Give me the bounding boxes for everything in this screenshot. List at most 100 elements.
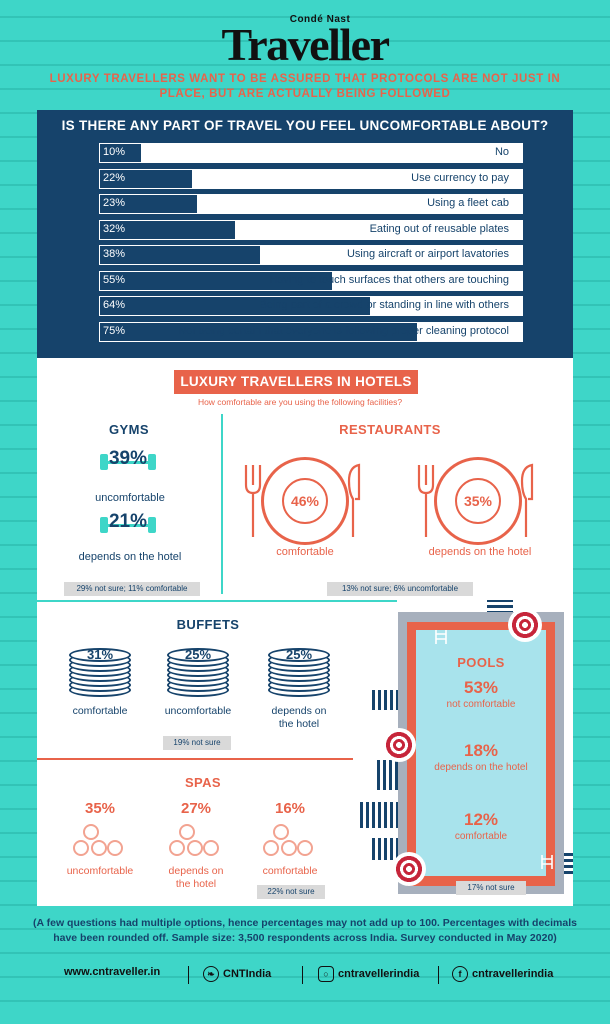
footnote: (A few questions had multiple options, h… — [33, 917, 577, 944]
pools-stat2-label: depends on the hotel — [434, 762, 528, 773]
instagram-handle: cntravellerindia — [338, 968, 420, 980]
footer-divider — [188, 966, 189, 984]
survey-bar-fill — [99, 194, 197, 214]
pools-title: POOLS — [457, 655, 505, 670]
pools-stat3-pct: 12% — [463, 810, 499, 829]
pools-stat2-pct: 18% — [463, 741, 499, 760]
pool-stripes — [360, 802, 398, 828]
brand-logo: Condé Nast Traveller — [0, 14, 610, 70]
survey-bar-row: 75% Not being certain that everyone is fo… — [98, 320, 524, 343]
dumbbell-icon — [100, 516, 156, 534]
dumbbell-icon — [100, 453, 156, 471]
survey-bar-fill — [99, 168, 193, 189]
gyms-stat2-pct: 21% — [108, 511, 148, 532]
brand-logo-line2: Traveller — [221, 19, 391, 70]
restaurants-note: 13% not sure; 6% uncomfortable — [327, 582, 473, 596]
survey-bar-label: Use currency to pay — [411, 171, 509, 184]
knife-icon — [347, 463, 361, 537]
spas-stat-label: comfortable — [262, 865, 318, 877]
restaurants-stat2-label: depends on the hotel — [428, 546, 532, 558]
survey-bar-fill — [99, 296, 371, 316]
survey-bar-fill — [99, 245, 261, 265]
gyms-stat1-pct: 39% — [108, 448, 148, 469]
survey-bar-fill — [99, 143, 142, 163]
restaurants-stat1-label: comfortable — [276, 546, 334, 558]
tagline: Luxury travellers want to be assured tha… — [49, 73, 561, 100]
section-divider — [221, 414, 223, 594]
plate-stack-icon: 25% — [268, 648, 330, 698]
survey-bar-pct: 10% — [103, 146, 126, 158]
restaurants-stat2-pct: 35% — [455, 478, 501, 524]
survey-bar-row: 23% Using a fleet cab — [98, 193, 524, 215]
survey-bar-fill — [99, 321, 417, 342]
survey-bar-row: 64% Being part of a crowd or standing in … — [98, 295, 524, 317]
pool-ladder-icon — [541, 855, 553, 869]
spas-stat-pct: 35% — [84, 800, 116, 817]
footer-divider — [302, 966, 303, 984]
buffets-note: 19% not sure — [163, 736, 231, 750]
buffets-stat-pct: 31% — [86, 647, 114, 662]
pool-stripes — [372, 690, 398, 710]
gyms-title: GYMS — [109, 422, 149, 437]
buffets-stat-pct: 25% — [184, 647, 212, 662]
gyms-stat1-label: uncomfortable — [95, 492, 165, 504]
footer-divider — [438, 966, 439, 984]
lifebuoy-icon — [392, 852, 426, 886]
spas-stat-pct: 16% — [274, 800, 306, 817]
twitter-link[interactable]: ❧ CNTIndia — [203, 966, 271, 982]
spas-stat-label: depends on the hotel — [168, 865, 224, 890]
instagram-link[interactable]: ○ cntravellerindia — [318, 966, 419, 982]
survey-bar-pct: 75% — [103, 324, 126, 337]
pool-ladder-icon — [435, 630, 447, 644]
plate-stack-icon: 31% — [69, 648, 131, 698]
survey-bar-fill — [99, 219, 235, 240]
facebook-link[interactable]: f cntravellerindia — [452, 966, 553, 982]
pool-water — [416, 630, 546, 876]
survey-bar-row: 10% No — [98, 142, 524, 164]
section-divider — [37, 600, 397, 602]
survey-bar-label: Not being certain that everyone is follo… — [178, 324, 509, 337]
facebook-handle: cntravellerindia — [472, 968, 554, 980]
survey-bar-label: Using a fleet cab — [427, 197, 509, 209]
survey-bar-pct: 38% — [103, 248, 126, 260]
twitter-icon: ❧ — [203, 966, 219, 982]
survey-bar-pct: 22% — [103, 171, 126, 184]
brand-logo-line1: Condé Nast — [289, 14, 351, 25]
spas-stat-label: uncomfortable — [66, 865, 134, 877]
buffets-stat-pct: 25% — [285, 647, 313, 662]
spas-title: SPAS — [184, 775, 222, 790]
plate-stack-icon: 25% — [167, 648, 229, 698]
survey-bar-row: 38% Using aircraft or airport lavatories — [98, 244, 524, 266]
survey-bar-label: Using aircraft or airport lavatories — [346, 248, 509, 260]
survey-panel: IS THERE ANY PART OF TRAVEL YOU FEEL UNC… — [37, 110, 573, 358]
buffets-stat-label: uncomfortable — [164, 705, 232, 717]
spas-stat-pct: 27% — [180, 800, 212, 817]
fork-icon — [244, 465, 262, 537]
buffets-stat-label: comfortable — [72, 705, 128, 717]
buffets-title: BUFFETS — [176, 617, 240, 632]
restaurants-title: RESTAURANTS — [339, 422, 441, 437]
section-divider — [37, 758, 353, 760]
survey-bar-label: No — [494, 146, 509, 158]
buffets-stat-label: depends on the hotel — [271, 705, 327, 730]
survey-bar-row: 32% Eating out of reusable plates — [98, 218, 524, 241]
website-link[interactable]: www.cntraveller.in — [64, 966, 160, 978]
hotels-subtitle: How comfortable are you using the follow… — [197, 397, 403, 407]
survey-bar-pct: 32% — [103, 222, 126, 235]
pools-stat1-label: not comfortable — [446, 699, 516, 710]
spas-note: 22% not sure — [257, 885, 325, 899]
lifebuoy-icon — [508, 608, 542, 642]
instagram-icon: ○ — [318, 966, 334, 982]
hotels-banner: LUXURY TRAVELLERS IN HOTELS — [174, 370, 418, 394]
survey-title: IS THERE ANY PART OF TRAVEL YOU FEEL UNC… — [61, 118, 549, 133]
survey-bar-row: 22% Use currency to pay — [98, 167, 524, 190]
pool-stripes — [377, 760, 398, 790]
survey-bar-label: Having to touch surfaces that others are… — [269, 273, 509, 286]
gyms-note: 29% not sure; 11% comfortable — [64, 582, 200, 596]
survey-bar-pct: 64% — [103, 299, 126, 311]
fork-icon — [417, 465, 435, 537]
towel-roll-icon — [263, 824, 317, 858]
survey-bar-label: Eating out of reusable plates — [369, 222, 509, 235]
knife-icon — [520, 463, 534, 537]
survey-bar-pct: 23% — [103, 197, 126, 209]
